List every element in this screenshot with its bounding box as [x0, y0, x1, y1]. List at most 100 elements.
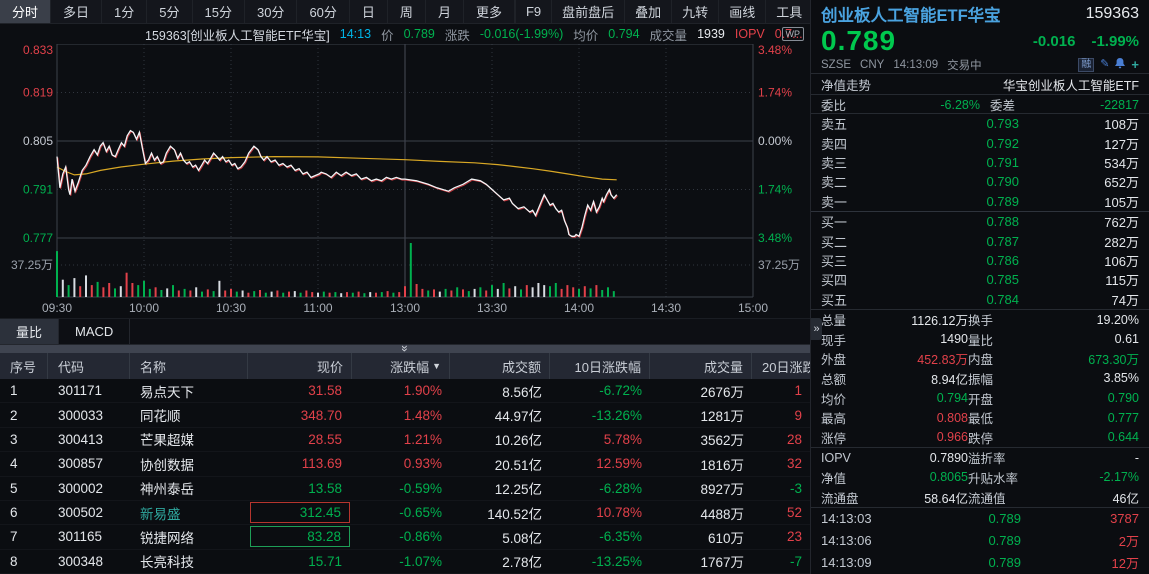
bid-label: 买五	[821, 292, 848, 308]
stat-label: 总量	[821, 314, 847, 329]
alert-bell-icon[interactable]	[1115, 57, 1126, 72]
tool-button-1[interactable]: F9	[514, 0, 551, 23]
svg-text:15:00: 15:00	[738, 301, 768, 315]
cell-code: 300413	[58, 431, 104, 447]
stat-label: 均价	[821, 392, 847, 407]
column-header-8[interactable]: 成交量	[650, 353, 752, 379]
period-tab-5[interactable]: 15分	[193, 0, 245, 23]
cell-code: 300857	[58, 456, 104, 472]
table-row[interactable]: 4 300857 协创数据 113.69 0.93% 20.51亿 12.59% 1816万 3…	[0, 452, 810, 477]
table-row[interactable]: 5 300002 神州泰岳 13.58 -0.59% 12.25亿 -6.28% 8927万 -…	[0, 476, 810, 501]
table-row[interactable]: 6 300502 新易盛 312.45 -0.65% 140.52亿 10.78% 4488万…	[0, 500, 810, 526]
intraday-chart[interactable]: 0.833 0.819 0.805 0.791 0.777 37.25万 3.48% 1.74…	[0, 43, 810, 318]
svg-text:37.25万: 37.25万	[758, 258, 800, 272]
period-tabs: 分时 多日 1分 5分 15分 30分 60分日周月更多	[0, 0, 515, 23]
table-row[interactable]: 3 300413 芒果超媒 28.55 1.21% 10.26亿 5.78% 3562万 28	[0, 427, 810, 453]
table-row[interactable]: 8 300348 长亮科技 15.71 -1.07% 2.78亿 -13.25% 1767万 -…	[0, 549, 810, 574]
cell-seq: 8	[10, 553, 18, 569]
table-row[interactable]: 7 301165 锐捷网络 83.28 -0.86% 5.08亿 -6.35% 610万 23	[0, 525, 810, 550]
cell-amount: 44.97亿	[494, 409, 542, 425]
period-tab-10[interactable]: 月	[426, 0, 464, 23]
volume-value: 1939	[697, 27, 725, 41]
quote-price-row: 0.789 -0.016 -1.99%	[811, 26, 1149, 56]
nav-trend-row[interactable]: 净值走势 华宝创业板人工智能ETF	[811, 74, 1149, 94]
column-header-1[interactable]: 序号	[0, 353, 48, 379]
column-header-7[interactable]: 10日涨跌幅	[550, 353, 650, 379]
add-watchlist-icon[interactable]: +	[1131, 57, 1139, 72]
bid-row: 买五 0.784 74万	[811, 290, 1149, 309]
cell-price: 13.58	[248, 478, 352, 499]
period-tab-9[interactable]: 周	[388, 0, 426, 23]
stat-label: 净值	[821, 471, 847, 486]
cell-seq: 5	[10, 480, 18, 496]
period-tab-8[interactable]: 日	[350, 0, 388, 23]
cell-10d-change: 12.59%	[596, 456, 642, 472]
tool-button-6[interactable]: 工具	[765, 0, 812, 23]
svg-text:0.791: 0.791	[23, 183, 53, 197]
avg-value: 0.794	[608, 27, 640, 41]
column-header-4[interactable]: 现价	[248, 353, 352, 379]
ask-price: 0.790	[986, 174, 1019, 190]
ask-levels: 卖五 0.793 108万 卖四 0.792 127万 卖三 0.791 534万 卖二 0.790…	[811, 114, 1149, 211]
commission-ratio-row: 委比 -6.28% 委差 -22817	[811, 95, 1149, 114]
bid-volume: 762万	[1104, 215, 1139, 231]
edit-icon[interactable]: ✎	[1100, 58, 1110, 70]
collapse-down-icon[interactable]: »	[398, 345, 412, 352]
period-tab-1[interactable]: 分时	[0, 0, 52, 23]
tool-button-2[interactable]: 盘前盘后	[551, 0, 624, 23]
cell-change-pct: -0.59%	[399, 480, 442, 496]
table-row[interactable]: 1 301171 易点天下 31.58 1.90% 8.56亿 -6.72% 2676万 1	[0, 379, 810, 404]
period-tab-7[interactable]: 60分	[297, 0, 350, 23]
column-header-2[interactable]: 代码	[48, 353, 130, 379]
column-header-9[interactable]: 20日涨跌幅	[752, 353, 810, 379]
exchange-label: SZSE	[821, 58, 852, 71]
cell-change-pct: 1.21%	[403, 431, 442, 447]
column-header-3[interactable]: 名称	[130, 353, 248, 379]
ask-volume: 534万	[1104, 155, 1139, 171]
stat-value: 19.20%	[1096, 312, 1139, 327]
stat-value: 0.61	[1114, 332, 1139, 347]
cell-change-pct: 1.48%	[403, 407, 442, 423]
ask-row: 卖三 0.791 534万	[811, 153, 1149, 172]
indicator-tab-量比[interactable]: 量比	[0, 319, 60, 344]
period-tab-2[interactable]: 多日	[51, 0, 103, 23]
chart-table-splitter[interactable]: »	[0, 345, 810, 353]
nav-trend-label[interactable]: 净值走势	[821, 78, 872, 93]
period-tab-11[interactable]: 更多	[464, 0, 515, 23]
ask-label: 卖三	[821, 155, 848, 171]
stat-value: 0.808	[936, 410, 968, 425]
column-header-5[interactable]: 涨跌幅 ▼	[352, 353, 450, 379]
period-tab-4[interactable]: 5分	[147, 0, 193, 23]
cell-change-pct: -0.86%	[399, 529, 442, 545]
column-header-label: 成交额	[501, 359, 541, 375]
tool-button-3[interactable]: 叠加	[624, 0, 671, 23]
column-header-6[interactable]: 成交额	[450, 353, 550, 379]
table-row[interactable]: 2 300033 同花顺 348.70 1.48% 44.97亿 -13.26% 1281万 9	[0, 403, 810, 428]
svg-text:1.74%: 1.74%	[758, 183, 792, 197]
ask-price: 0.792	[986, 135, 1019, 151]
column-header-label: 名称	[140, 359, 167, 375]
wp-widget-icon[interactable]: WP	[781, 27, 804, 41]
price-value: 348.70	[300, 407, 342, 423]
stat-row: 总额 8.94亿 振幅 3.85%	[811, 369, 1149, 389]
period-tab-6[interactable]: 30分	[245, 0, 298, 23]
ask-label: 卖四	[821, 136, 848, 152]
cell-amount: 2.78亿	[502, 555, 542, 571]
svg-text:3.48%: 3.48%	[758, 44, 792, 57]
price-value: 0.789	[403, 27, 435, 41]
tool-button-4[interactable]: 九转	[671, 0, 718, 23]
svg-text:14:00: 14:00	[564, 301, 594, 315]
indicator-tab-MACD[interactable]: MACD	[59, 319, 131, 344]
cell-name: 神州泰岳	[140, 482, 194, 498]
price-value: 28.55	[308, 431, 342, 447]
stat-label: 外盘	[821, 353, 847, 368]
panel-collapse-icon[interactable]: »	[811, 318, 822, 340]
stat-value: 0.8065	[929, 470, 968, 485]
cell-volume: 4488万	[700, 506, 744, 522]
tool-button-5[interactable]: 画线	[718, 0, 765, 23]
stat-label: 涨停	[821, 431, 847, 446]
period-tab-3[interactable]: 1分	[102, 0, 148, 23]
bid-label: 买三	[821, 253, 848, 269]
quote-title-row: 创业板人工智能ETF华宝 159363	[811, 0, 1149, 26]
